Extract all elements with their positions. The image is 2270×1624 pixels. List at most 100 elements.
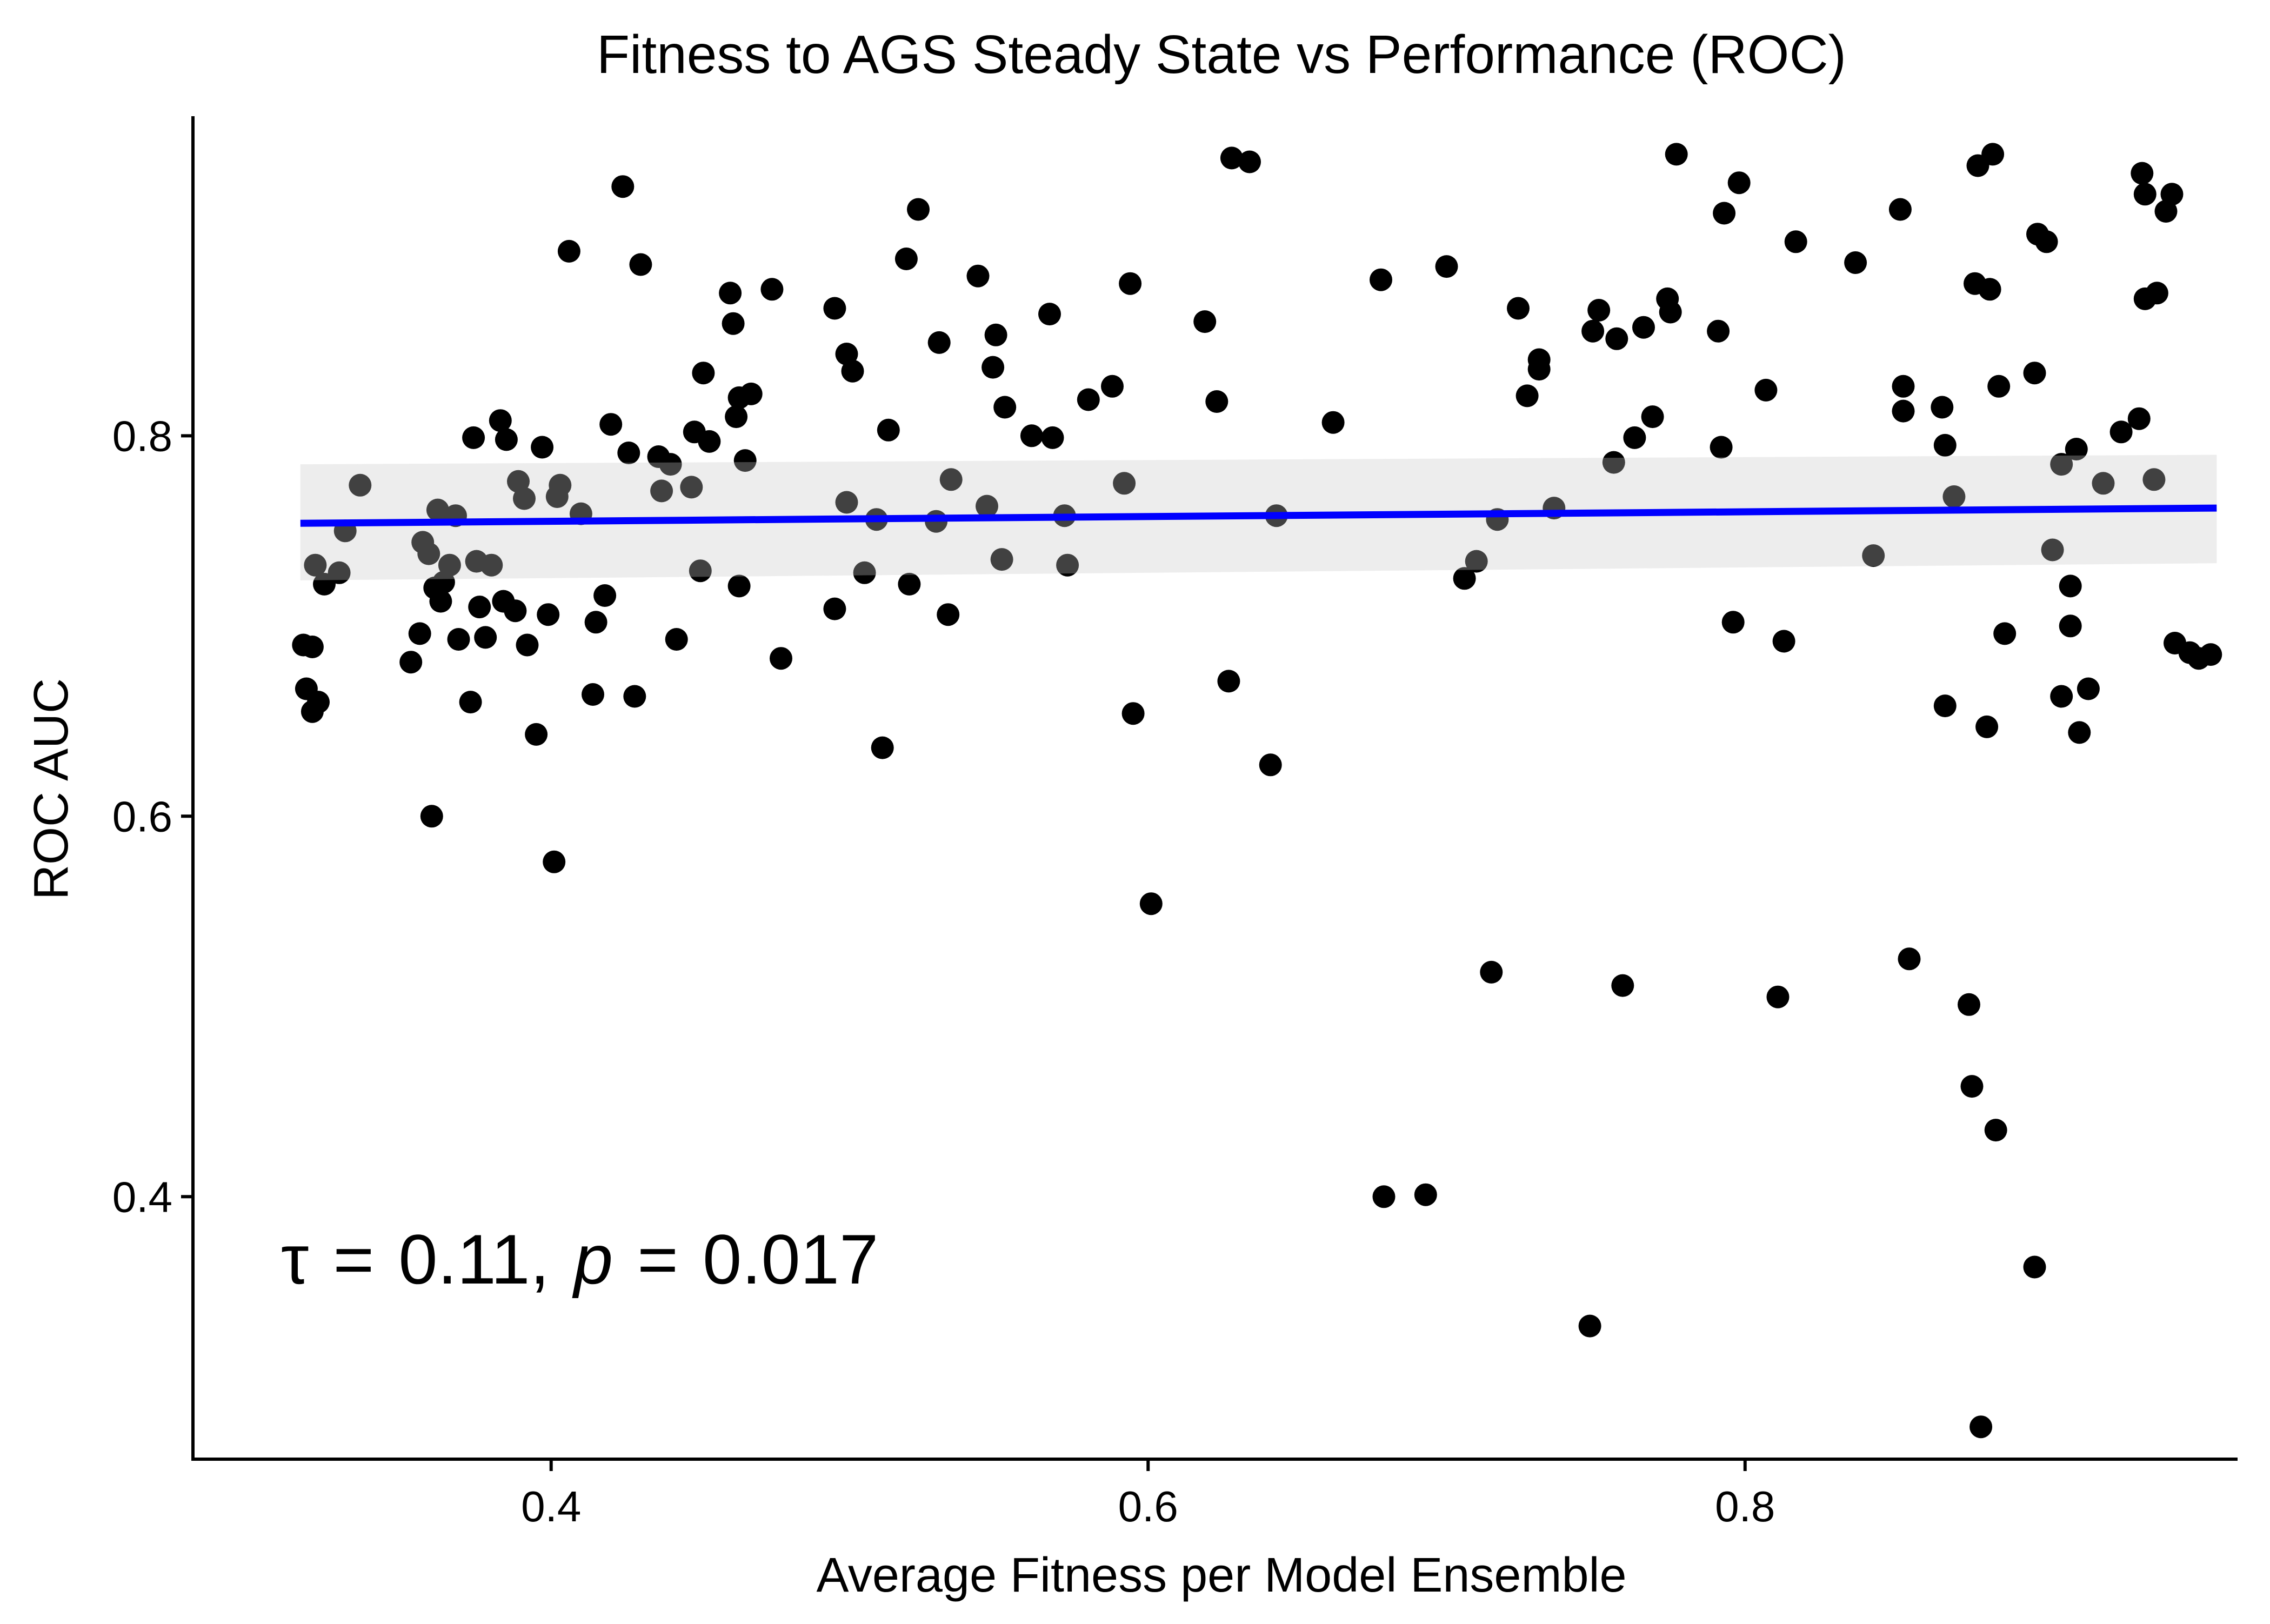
- data-point-173: [2059, 614, 2082, 638]
- data-point-110: [1321, 411, 1345, 434]
- data-point-122: [1527, 348, 1551, 371]
- data-point-79: [894, 248, 918, 270]
- data-point-14: [417, 542, 440, 565]
- data-point-104: [1205, 390, 1229, 413]
- data-point-67: [739, 382, 763, 405]
- data-point-191: [2199, 643, 2222, 666]
- y-tick-label: 0.6: [112, 792, 172, 840]
- data-point-55: [665, 628, 688, 651]
- data-point-179: [2109, 420, 2133, 444]
- data-point-44: [582, 683, 604, 706]
- data-point-107: [1238, 150, 1261, 173]
- data-point-75: [853, 561, 876, 584]
- data-point-23: [459, 691, 482, 714]
- data-point-48: [611, 175, 635, 198]
- data-point-152: [1933, 694, 1957, 718]
- data-point-112: [1372, 1185, 1396, 1208]
- data-point-108: [1259, 753, 1282, 777]
- data-point-20: [438, 553, 461, 577]
- x-tick-label: 0.4: [521, 1482, 581, 1531]
- data-point-170: [2041, 538, 2064, 562]
- data-point-127: [1602, 451, 1625, 474]
- data-point-15: [420, 805, 443, 828]
- data-point-145: [1844, 251, 1867, 274]
- data-point-184: [2142, 468, 2166, 491]
- data-point-74: [841, 359, 864, 383]
- data-point-83: [927, 331, 951, 354]
- data-point-120: [1515, 384, 1539, 407]
- data-point-36: [525, 723, 548, 746]
- data-point-131: [1632, 316, 1655, 339]
- data-point-37: [531, 436, 554, 459]
- data-point-105: [1217, 670, 1240, 693]
- data-point-86: [966, 264, 990, 288]
- data-point-24: [462, 426, 485, 449]
- data-point-93: [1038, 303, 1061, 326]
- data-point-54: [659, 453, 682, 476]
- data-point-154: [1942, 485, 1966, 508]
- data-point-22: [447, 628, 470, 651]
- ticks-layer: 0.4 0.6 0.8 0.4 0.6 0.8: [112, 412, 1775, 1531]
- data-point-176: [2068, 721, 2091, 744]
- data-point-124: [1578, 1314, 1601, 1338]
- data-point-29: [489, 409, 512, 432]
- data-point-129: [1611, 974, 1634, 997]
- statistics-annotation: τ = 0.11, p = 0.017: [281, 1220, 878, 1299]
- data-point-138: [1713, 202, 1736, 225]
- data-point-31: [495, 428, 518, 451]
- data-point-125: [1581, 319, 1605, 343]
- data-point-141: [1754, 378, 1778, 402]
- data-point-97: [1077, 388, 1100, 411]
- data-point-162: [1981, 143, 2005, 166]
- data-point-160: [1975, 715, 1999, 738]
- data-point-3: [301, 636, 324, 658]
- data-point-132: [1641, 405, 1664, 429]
- data-point-115: [1453, 567, 1476, 590]
- data-point-45: [584, 611, 607, 634]
- data-point-96: [1056, 553, 1079, 577]
- data-point-56: [680, 476, 703, 499]
- x-axis-label: Average Fitness per Model Ensemble: [816, 1548, 1626, 1602]
- data-point-81: [907, 198, 930, 221]
- data-point-11: [399, 651, 423, 674]
- data-point-89: [984, 323, 1007, 346]
- data-point-155: [1958, 993, 1980, 1016]
- data-point-51: [629, 253, 652, 276]
- data-point-72: [835, 491, 858, 514]
- y-tick-label: 0.8: [112, 412, 172, 460]
- data-point-101: [1121, 702, 1145, 725]
- data-point-174: [2059, 574, 2082, 598]
- data-point-103: [1193, 310, 1217, 333]
- data-point-63: [725, 405, 748, 429]
- data-point-41: [549, 473, 572, 497]
- data-point-85: [939, 468, 963, 491]
- data-point-50: [623, 685, 646, 708]
- data-point-17: [426, 498, 449, 522]
- data-point-28: [480, 553, 503, 577]
- tau-value: 0.11,: [398, 1220, 550, 1299]
- data-point-90: [990, 548, 1013, 571]
- data-point-46: [593, 584, 617, 607]
- data-point-150: [1898, 947, 1921, 971]
- tau-symbol: τ: [281, 1220, 309, 1299]
- data-point-175: [2065, 438, 2088, 460]
- data-point-84: [937, 603, 960, 626]
- data-point-61: [719, 282, 742, 305]
- data-point-181: [2131, 162, 2154, 185]
- data-point-163: [1984, 1119, 2007, 1142]
- data-point-156: [1960, 1075, 1984, 1098]
- data-point-100: [1119, 272, 1142, 295]
- data-point-134: [1659, 300, 1682, 324]
- data-point-128: [1605, 327, 1628, 350]
- data-point-71: [823, 597, 846, 620]
- data-point-169: [2035, 230, 2058, 253]
- data-point-182: [2133, 183, 2156, 206]
- data-point-166: [2023, 362, 2046, 385]
- data-point-136: [1707, 319, 1730, 343]
- data-point-33: [507, 470, 530, 493]
- data-point-49: [617, 442, 640, 464]
- data-point-159: [1969, 1415, 1993, 1439]
- data-point-119: [1507, 297, 1530, 320]
